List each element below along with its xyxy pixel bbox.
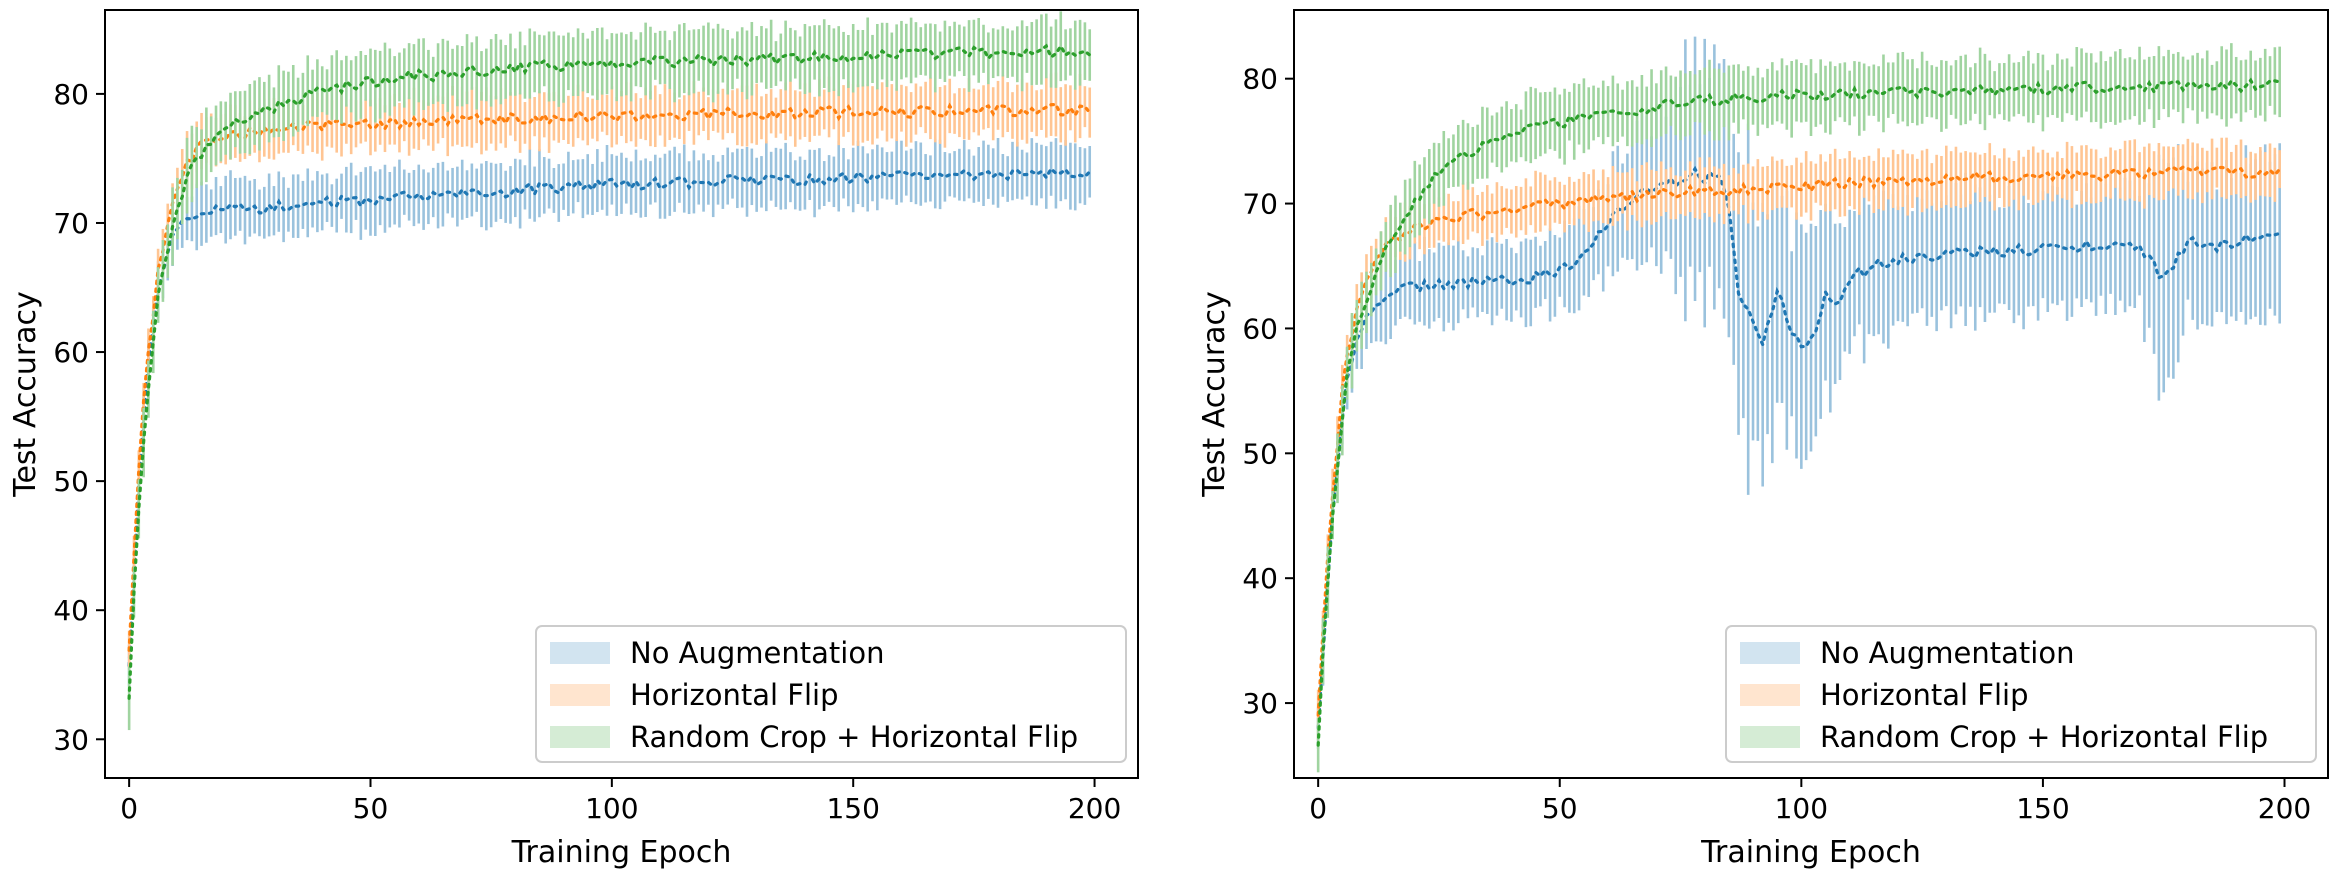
y-tick-label: 50 [1242,437,1278,470]
legend-swatch [550,684,610,706]
y-tick-label: 70 [53,207,89,240]
x-axis-label: Training Epoch [511,835,732,870]
series-0 [127,137,1092,687]
y-tick-label: 80 [1242,63,1278,96]
x-tick-label: 200 [1068,792,1121,825]
x-tick-label: 50 [1542,792,1578,825]
y-tick-label: 30 [1242,687,1278,720]
x-tick-label: 100 [585,792,638,825]
legend-label: No Augmentation [1820,636,2074,670]
legend-box [1725,625,2317,763]
y-tick-label: 40 [53,594,89,627]
series-mean-line [1316,165,2282,717]
legend-label: No Augmentation [630,636,884,670]
chart-panel-left: 0 50 100 150 200 30 40 50 60 70 80 Training Epoch Te… [8,9,1139,870]
y-tick-label: 70 [1242,188,1278,221]
x-tick-label: 200 [2258,792,2311,825]
series-mean-line [127,43,1092,700]
x-tick-label: 150 [826,792,879,825]
series-mean-line [1316,77,2282,747]
axes-frame [104,9,1139,779]
y-tick-label: 50 [53,465,89,498]
legend: No Augmentation Horizontal Flip Random Cro… [1725,625,2317,763]
x-tick-label: 150 [2016,792,2069,825]
series-1 [1316,137,2282,741]
series-mean-line [127,102,1092,652]
series-mean-line [127,166,1092,668]
chart-panel-right: 0 50 100 150 200 30 40 50 60 70 80 Training Epoch Te… [1197,9,2329,870]
legend-label: Horizontal Flip [1820,678,2029,712]
legend: No Augmentation Horizontal Flip Random Cro… [535,625,1127,763]
series-mean-line [1316,165,2282,730]
x-tick-label: 0 [1309,792,1327,825]
plot-area [127,11,1092,731]
series-2 [1316,43,2282,773]
y-axis-label: Test Accuracy [1197,291,1232,498]
y-axis-label: Test Accuracy [8,291,43,498]
x-axis-label: Training Epoch [1700,835,1921,870]
legend-swatch [550,642,610,664]
y-tick-label: 40 [1242,562,1278,595]
legend-label: Horizontal Flip [630,678,839,712]
y-tick-label: 30 [53,723,89,756]
legend-swatch [1740,642,1800,664]
legend-label: Random Crop + Horizontal Flip [1820,720,2268,754]
series-2 [127,11,1092,731]
legend-swatch [550,726,610,748]
axes-frame [1293,9,2329,779]
y-tick-label: 80 [53,78,89,111]
legend-box [535,625,1127,763]
legend-swatch [1740,726,1800,748]
y-tick-label: 60 [1242,312,1278,345]
x-tick-label: 50 [353,792,389,825]
legend-swatch [1740,684,1800,706]
x-tick-label: 0 [120,792,138,825]
plot-area [1316,36,2282,773]
x-tick-label: 100 [1775,792,1828,825]
y-tick-label: 60 [53,336,89,369]
legend-label: Random Crop + Horizontal Flip [630,720,1078,754]
